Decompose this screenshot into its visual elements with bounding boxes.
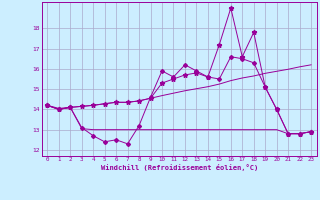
X-axis label: Windchill (Refroidissement éolien,°C): Windchill (Refroidissement éolien,°C) <box>100 164 258 171</box>
